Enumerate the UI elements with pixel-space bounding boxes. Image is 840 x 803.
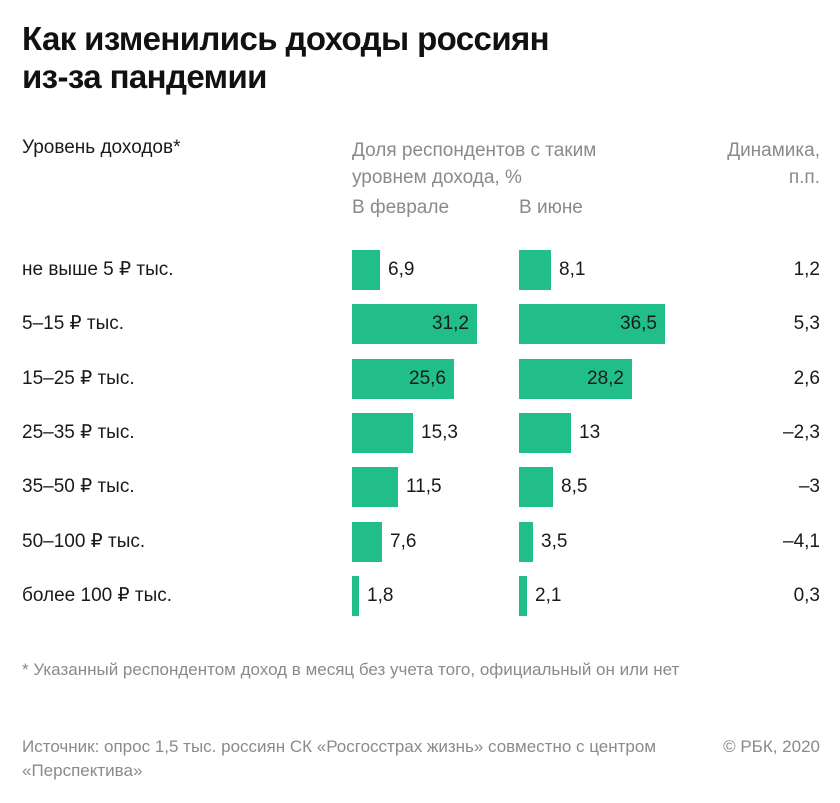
february-value-label: 11,5	[406, 476, 442, 497]
june-value-label: 13	[579, 422, 601, 443]
february-value-label: 6,9	[388, 259, 415, 280]
dynamics-value: 2,6	[793, 368, 820, 389]
june-bar	[519, 304, 665, 344]
category-label: 35–50 ₽ тыс.	[22, 476, 135, 497]
february-bar	[352, 359, 454, 399]
june-value-label: 8,5	[561, 476, 588, 497]
dynamics-value: 0,3	[793, 585, 820, 606]
share-header-line-1: Доля респондентов с таким	[352, 140, 597, 161]
category-label: 50–100 ₽ тыс.	[22, 531, 146, 552]
february-bar	[352, 304, 477, 344]
june-value-label: 2,1	[535, 585, 562, 606]
dynamics-value: –2,3	[783, 422, 820, 443]
june-value-label: 8,1	[559, 259, 586, 280]
february-value-label: 25,6	[409, 368, 446, 389]
title-line-2: из-за пандемии	[22, 58, 267, 95]
dynamics-header: Динамика, п.п.	[727, 137, 820, 191]
february-value-label: 31,2	[432, 313, 469, 334]
copyright: © РБК, 2020	[723, 737, 820, 756]
title-line-1: Как изменились доходы россиян	[22, 20, 550, 57]
june-header: В июне	[519, 197, 583, 218]
category-label: 5–15 ₽ тыс.	[22, 313, 125, 334]
dynamics-value: –4,1	[783, 531, 820, 552]
dynamics-value: 5,3	[793, 313, 820, 334]
category-label: 25–35 ₽ тыс.	[22, 422, 135, 443]
category-label: 15–25 ₽ тыс.	[22, 368, 135, 389]
february-value-label: 1,8	[367, 585, 394, 606]
june-bar	[519, 522, 533, 562]
june-bar	[519, 250, 551, 290]
june-bar	[519, 359, 632, 399]
june-bar	[519, 576, 527, 616]
february-value-label: 7,6	[390, 531, 417, 552]
february-bar	[352, 576, 359, 616]
february-bar	[352, 413, 413, 453]
category-label: более 100 ₽ тыс.	[22, 585, 173, 606]
june-value-label: 36,5	[620, 313, 657, 334]
february-value-label: 15,3	[421, 422, 458, 443]
footnote: * Указанный респондентом доход в месяц б…	[22, 660, 680, 679]
june-value-label: 28,2	[587, 368, 624, 389]
june-value-label: 3,5	[541, 531, 568, 552]
dynamics-header-line-2: п.п.	[788, 167, 820, 188]
february-bar	[352, 522, 382, 562]
share-header-line-2: уровнем дохода, %	[352, 167, 522, 188]
february-bar	[352, 250, 380, 290]
june-bar	[519, 413, 571, 453]
dynamics-value: –3	[798, 476, 820, 497]
february-header: В феврале	[352, 197, 450, 218]
share-header: Доля респондентов с таким уровнем дохода…	[352, 137, 682, 191]
dynamics-value: 1,2	[793, 259, 820, 280]
june-bar	[519, 467, 553, 507]
source-note: Источник: опрос 1,5 тыс. россиян СК «Рос…	[22, 737, 657, 780]
dynamics-header-line-1: Динамика,	[727, 140, 820, 161]
income-level-header: Уровень доходов*	[22, 137, 181, 158]
february-bar	[352, 467, 398, 507]
category-label: не выше 5 ₽ тыс.	[22, 259, 174, 280]
chart-title: Как изменились доходы россиян из-за панд…	[22, 20, 722, 96]
